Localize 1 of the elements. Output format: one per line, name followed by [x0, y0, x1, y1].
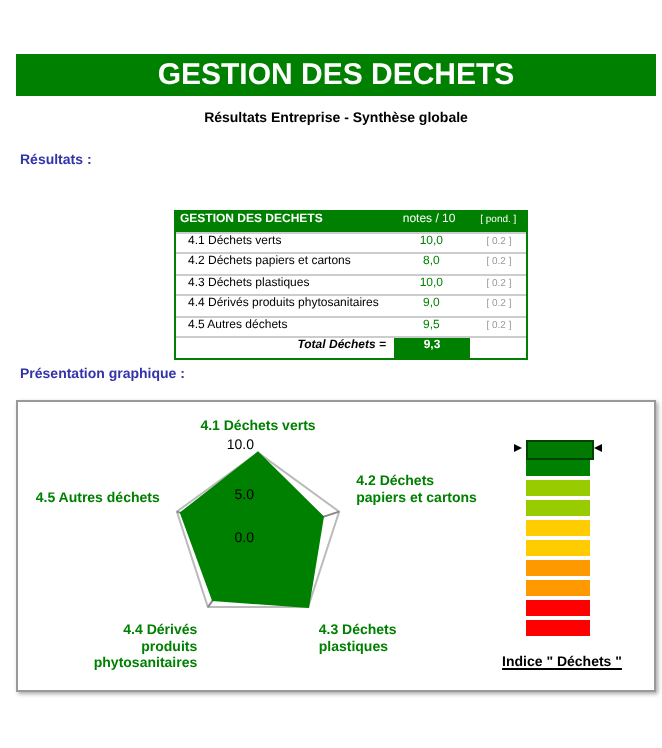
text: GESTION DES DECHETS [16, 54, 656, 96]
